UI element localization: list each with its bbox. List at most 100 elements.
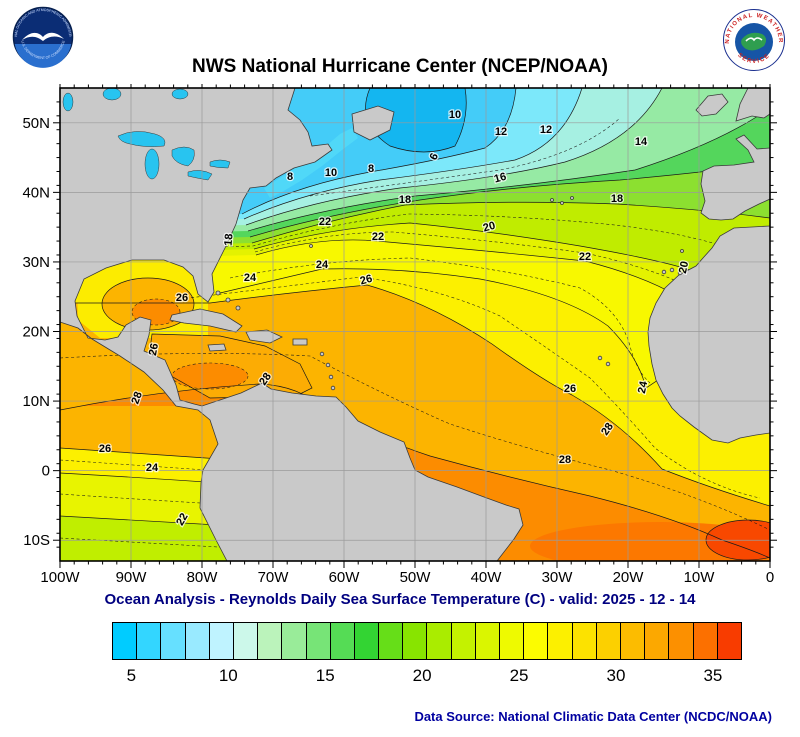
contour-label: 18 <box>399 194 411 206</box>
colorbar-segment <box>668 623 693 659</box>
lon-axis-label: 70W <box>258 569 290 586</box>
colorbar-segment <box>571 623 596 659</box>
colorbar-tick-label: 5 <box>126 666 137 685</box>
lat-axis-label: 20N <box>22 324 50 341</box>
contour-label: 28 <box>129 390 144 406</box>
contour-label: 26 <box>564 383 576 395</box>
colorbar-segment <box>450 623 475 659</box>
azores-island <box>560 201 564 205</box>
colorbar-tick-labels: 5 10 15 20 25 30 35 <box>112 666 742 690</box>
colorbar-segment <box>644 623 669 659</box>
lake-ontario <box>209 159 231 169</box>
colorbar-tick-label: 10 <box>218 666 238 685</box>
jamaica-island <box>207 343 227 352</box>
contour-label: 14 <box>635 136 648 148</box>
antilles-island <box>325 362 331 368</box>
lon-axis-label: 20W <box>613 569 645 586</box>
antilles-island <box>330 385 336 391</box>
contour-label: 20 <box>677 260 691 274</box>
colorbar-segment <box>402 623 427 659</box>
lat-axis-label: 50N <box>22 115 50 132</box>
colorbar-tick-label: 35 <box>703 666 723 685</box>
colorbar-segment <box>426 623 451 659</box>
colorbar-segment <box>305 623 330 659</box>
data-source-note: Data Source: National Climatic Data Cent… <box>414 709 772 724</box>
colorbar-segment <box>474 623 499 659</box>
lon-axis-label: 80W <box>187 569 219 586</box>
lon-axis-label: 90W <box>116 569 148 586</box>
northern-lake <box>62 92 74 112</box>
ireland-island <box>695 93 729 117</box>
bahamas-island <box>215 290 221 296</box>
lat-axis-label: 30N <box>22 254 50 271</box>
noaa-gull-icon <box>22 32 64 41</box>
contour-label: 20 <box>482 220 497 235</box>
contour-label: 18 <box>223 233 236 246</box>
axis-ticks <box>53 84 777 568</box>
sst-band-pacific <box>60 516 235 561</box>
contour-label: 28 <box>559 454 571 466</box>
canary-island <box>661 269 667 275</box>
colorbar-tick-label: 25 <box>509 666 529 685</box>
colorbar-segment <box>353 623 379 659</box>
lat-axis-label: 10S <box>23 532 50 549</box>
graticule <box>60 88 770 561</box>
lon-axis-label: 50W <box>400 569 432 586</box>
colorbar-segment <box>184 623 209 659</box>
colorbar-segment <box>378 623 403 659</box>
james-bay <box>102 88 122 101</box>
lon-axis-label: 0 <box>766 569 774 586</box>
cuba-island <box>169 308 243 333</box>
colorbar-segment <box>619 623 645 659</box>
contour-label: 24 <box>316 259 329 271</box>
colorbar-segment <box>692 623 717 659</box>
northern-lake <box>171 88 189 100</box>
contour-label: 10 <box>325 167 337 179</box>
contour-label: 22 <box>372 231 384 243</box>
bahamas-island <box>235 305 241 311</box>
map-subtitle: Ocean Analysis - Reynolds Daily Sea Surf… <box>104 591 696 608</box>
iberia-france-landmass <box>700 134 770 221</box>
bahamas-island <box>225 297 231 303</box>
antilles-island <box>328 374 334 380</box>
nws-gull-icon <box>745 37 763 42</box>
colorbar-segment <box>281 623 306 659</box>
americas-landmass <box>60 88 524 561</box>
contour-label: 22 <box>319 216 331 228</box>
colorbar-tick-label: 30 <box>606 666 626 685</box>
lat-axis-label: 10N <box>22 393 50 410</box>
colorbar-segment <box>113 623 137 659</box>
cape-verde-island <box>605 361 611 367</box>
lake-superior <box>117 131 166 147</box>
england-landmass <box>735 88 770 122</box>
puerto-rico-island <box>292 338 308 346</box>
colorbar-segment <box>595 623 620 659</box>
contour-label: 12 <box>540 124 552 136</box>
colorbar-segment <box>160 623 185 659</box>
colorbar-segment <box>716 623 741 659</box>
canary-island <box>677 270 683 276</box>
temperature-colorbar <box>112 622 742 660</box>
colorbar-segment <box>136 623 161 659</box>
lon-axis-label: 60W <box>329 569 361 586</box>
antilles-island <box>319 351 325 357</box>
contour-label: 8 <box>287 171 293 183</box>
contour-label: 16 <box>493 171 508 186</box>
lake-erie <box>187 170 213 181</box>
contour-label: 24 <box>636 379 650 394</box>
landmasses <box>60 88 770 561</box>
sst-field <box>60 88 770 561</box>
nws-logo: NATIONAL WEATHER SERVICE <box>723 9 785 71</box>
contour-label: 26 <box>359 273 374 288</box>
colorbar-tick-label: 15 <box>315 666 335 685</box>
bermuda-island <box>309 244 313 248</box>
lon-axis-label: 30W <box>542 569 574 586</box>
noaa-logo: NATIONAL OCEANIC AND ATMOSPHERIC ADMINIS… <box>12 6 74 68</box>
colorbar-segment <box>232 623 258 659</box>
colorbar-segment <box>257 623 282 659</box>
lon-axis-label: 40W <box>471 569 503 586</box>
colorbar-segment <box>523 623 548 659</box>
noaa-logo-sea <box>14 44 72 68</box>
